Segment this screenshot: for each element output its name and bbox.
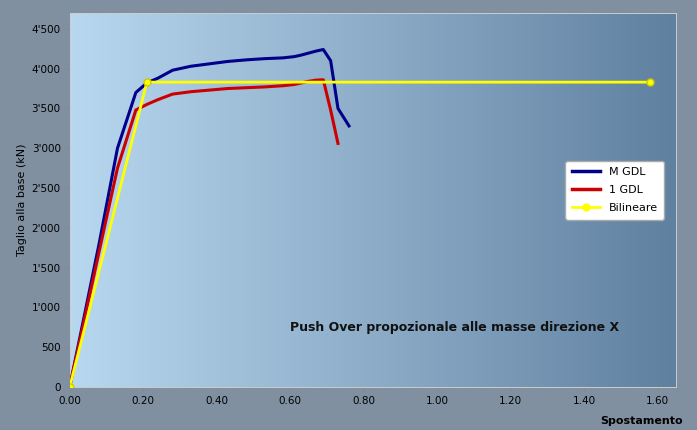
Text: Push Over propozionale alle masse direzione X: Push Over propozionale alle masse direzi… <box>290 321 620 334</box>
Legend: M GDL, 1 GDL, Bilineare: M GDL, 1 GDL, Bilineare <box>565 161 664 219</box>
Text: Spostamento: Spostamento <box>600 416 683 426</box>
Y-axis label: Taglio alla base (kN): Taglio alla base (kN) <box>17 144 27 256</box>
